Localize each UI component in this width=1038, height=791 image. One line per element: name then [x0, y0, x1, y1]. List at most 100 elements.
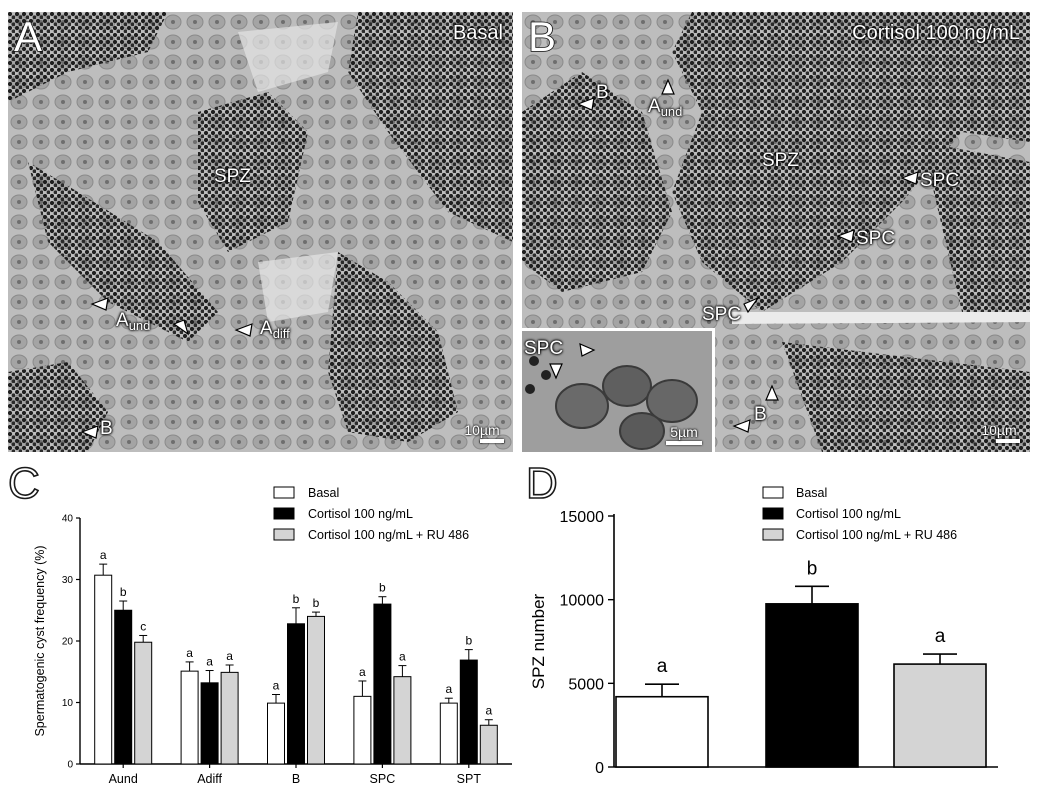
y-tick-label: 15000 [560, 509, 605, 526]
y-tick-label: 40 [62, 514, 74, 525]
legend-label: Cortisol 100 ng/mL + RU 486 [308, 528, 469, 542]
x-tick-label: Adiff [197, 772, 222, 786]
bar [267, 702, 285, 765]
scale-label-a: 10µm [464, 422, 500, 438]
adiff-sub-a: diff [272, 326, 290, 341]
aund-main-b: A [648, 96, 661, 117]
significance-letter: b [465, 634, 472, 648]
label-b-top: B [596, 82, 609, 103]
bar [459, 659, 478, 765]
scale-bar-b: 10µm [976, 422, 1022, 443]
arrowhead-icon [836, 229, 855, 243]
panel-a-letter: A [13, 13, 43, 60]
bar [94, 574, 113, 765]
legend-label: Basal [796, 486, 827, 500]
significance-letter: a [485, 704, 492, 718]
arrowhead-icon [234, 323, 253, 337]
significance-letter: b [120, 585, 127, 599]
label-b-a: B [100, 418, 113, 439]
significance-letter: b [293, 592, 300, 606]
scale-line-b [996, 439, 1020, 443]
y-tick-label: 5000 [568, 676, 604, 693]
significance-letter: a [206, 655, 213, 669]
legend-swatch [762, 486, 784, 499]
significance-letter: b [807, 558, 818, 579]
scale-line-inset [666, 441, 702, 445]
legend-label: Cortisol 100 ng/mL [308, 507, 413, 521]
x-tick-label: B [292, 772, 300, 786]
significance-letter: a [100, 548, 107, 562]
label-spc-1: SPC [920, 170, 960, 191]
y-tick-label: 0 [595, 760, 604, 777]
bar [479, 724, 498, 765]
panel-b-condition: Cortisol 100 ng/mL [852, 22, 1020, 44]
arrowheads-a [80, 297, 253, 439]
bar [353, 695, 372, 765]
significance-letter: a [186, 646, 193, 660]
label-spc-3: SPC [702, 304, 742, 325]
legend-swatch [273, 486, 295, 499]
bar [287, 623, 305, 765]
arrowhead-icon [576, 97, 595, 111]
y-tick-label: 10 [62, 698, 74, 709]
adiff-main-a: A [260, 318, 273, 339]
label-aund-a: Aund [116, 310, 150, 333]
legend-label: Basal [308, 486, 339, 500]
bar [307, 615, 325, 765]
label-spc-2: SPC [856, 228, 896, 249]
panel-a-condition: Basal [452, 22, 503, 44]
significance-letter: a [935, 626, 946, 647]
y-axis-label: SPZ number [529, 593, 548, 689]
arrowhead-icon [661, 78, 675, 95]
aund-sub-a: und [128, 318, 151, 333]
y-tick-label: 30 [62, 575, 74, 586]
panel-d-letter: D [525, 459, 558, 508]
y-tick-label: 0 [67, 760, 73, 771]
legend-swatch [273, 507, 295, 520]
micrograph-panel-a: A Basal SPZ Aund Adiff B 10µm [8, 12, 513, 452]
arrowhead-icon [900, 171, 919, 185]
x-tick-label: SPT [457, 772, 482, 786]
micrograph-a-texture [8, 12, 513, 452]
label-spz-a: SPZ [214, 166, 251, 187]
arrowhead-icon [549, 363, 563, 380]
bar [134, 641, 153, 765]
significance-letter: a [445, 682, 452, 696]
micrograph-inset [522, 328, 715, 452]
inset-texture [525, 356, 698, 450]
x-tick-label: SPC [370, 772, 396, 786]
aund-sub-b: und [660, 104, 683, 119]
arrowhead-icon [172, 319, 190, 336]
scale-bar-a: 10µm [460, 422, 504, 443]
bar [180, 670, 199, 765]
arrowhead-icon [732, 419, 751, 433]
arrowhead-icon [579, 343, 596, 357]
bar [373, 603, 392, 765]
panel-c-letter: C [7, 459, 40, 508]
scale-label-inset: 5µm [670, 424, 698, 440]
arrowhead-icon [80, 425, 99, 439]
significance-letter: b [379, 581, 386, 595]
arrowhead-icon [90, 297, 109, 311]
label-adiff-a: Adiff [260, 318, 290, 341]
significance-letter: a [657, 656, 668, 677]
label-aund-b: Aund [648, 96, 682, 119]
panel-b-letter: B [527, 13, 557, 60]
x-tick-label: Aund [109, 772, 138, 786]
arrowhead-icon [743, 296, 760, 314]
significance-letter: a [273, 679, 280, 693]
label-spc-inset: SPC [524, 338, 564, 359]
bar [615, 695, 709, 768]
legend-swatch [273, 528, 295, 541]
y-axis-label: Spermatogenic cyst frequency (%) [33, 545, 47, 736]
scale-label-b: 10µm [981, 422, 1017, 438]
bar [220, 671, 239, 765]
bar [200, 682, 219, 765]
aund-main-a: A [116, 310, 129, 331]
legend-swatch [762, 507, 784, 520]
bar [393, 676, 412, 765]
scale-bar-inset: 5µm [662, 424, 706, 445]
scale-line-a [480, 439, 504, 443]
y-tick-label: 20 [62, 637, 74, 648]
arrowhead-icon [765, 384, 779, 401]
